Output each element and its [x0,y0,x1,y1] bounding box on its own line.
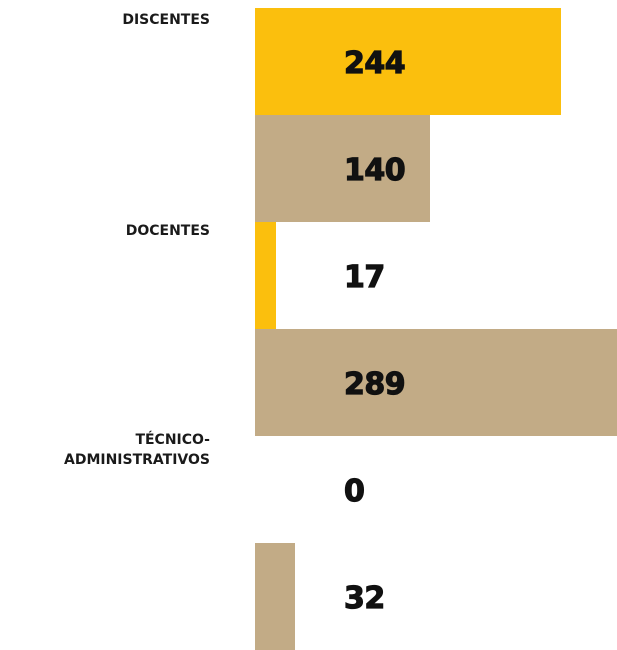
value-label-0-1: 140 [343,152,406,188]
bar-1-0 [255,222,276,329]
category-label-2: TÉCNICO- ADMINISTRATIVOS [63,432,210,468]
bar-1-1 [255,329,617,436]
value-label-1-1: 289 [343,366,406,402]
bar-0-1 [255,115,430,222]
bar-2-1 [255,543,295,650]
bar-0-0 [255,8,561,115]
category-label-1: DOCENTES [125,223,210,239]
category-label-0: DISCENTES [122,12,210,28]
value-label-0-0: 244 [343,45,406,81]
value-label-2-0: 0 [343,473,365,509]
value-label-2-1: 32 [343,580,385,616]
value-label-1-0: 17 [343,259,385,295]
